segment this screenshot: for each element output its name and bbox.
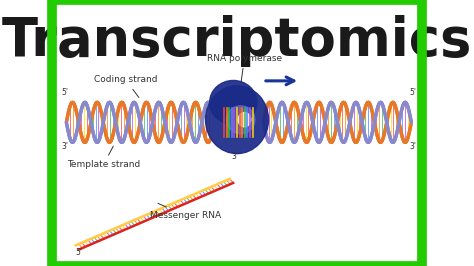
Text: Messenger RNA: Messenger RNA <box>149 203 220 220</box>
Text: Coding strand: Coding strand <box>94 75 157 98</box>
Text: 5': 5' <box>76 248 83 257</box>
Text: RNA polymerase: RNA polymerase <box>207 54 282 82</box>
Text: 3': 3' <box>61 142 68 151</box>
Text: Template strand: Template strand <box>67 146 140 169</box>
Text: Transcriptomics: Transcriptomics <box>2 15 472 67</box>
Ellipse shape <box>227 106 255 134</box>
Text: 5': 5' <box>410 89 417 98</box>
Ellipse shape <box>238 113 251 127</box>
Text: 5': 5' <box>61 89 68 98</box>
Ellipse shape <box>210 81 257 124</box>
Text: 3': 3' <box>232 152 238 161</box>
Ellipse shape <box>205 86 269 154</box>
Text: 3': 3' <box>410 142 417 151</box>
